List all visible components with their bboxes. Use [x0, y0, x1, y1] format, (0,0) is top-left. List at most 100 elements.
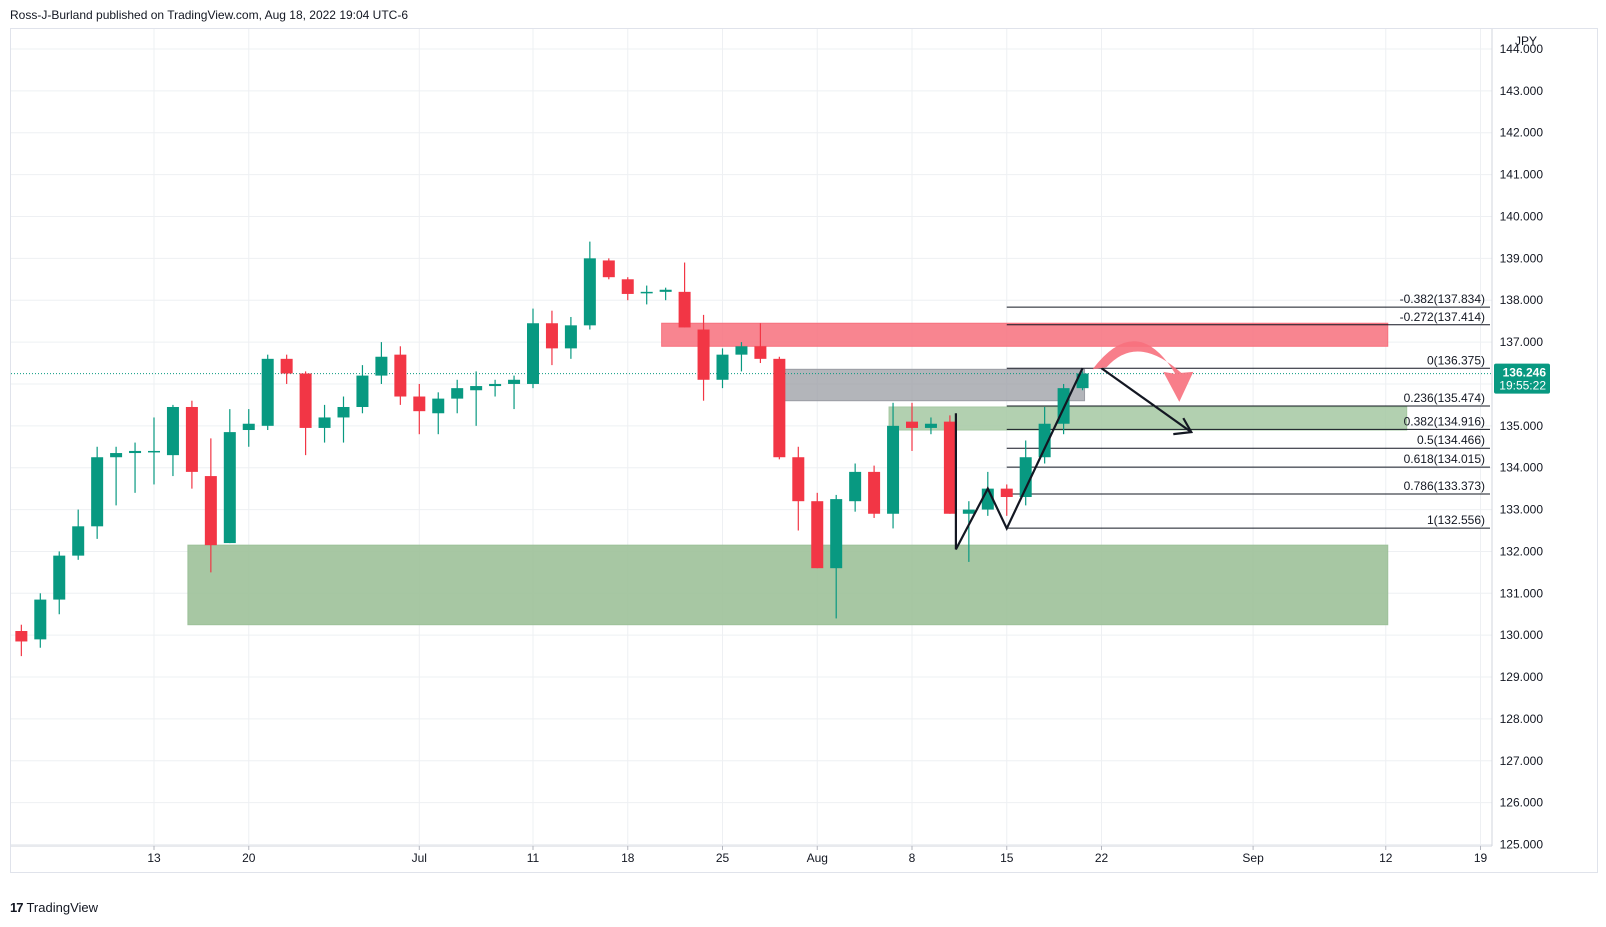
currency-label: JPY [1515, 34, 1537, 48]
candle [716, 348, 729, 389]
price-tick-label: 133.000 [1500, 503, 1544, 517]
projected-path-line [1100, 367, 1192, 434]
candle [72, 509, 85, 560]
candle [53, 551, 66, 615]
price-tick-label: 125.000 [1500, 838, 1544, 852]
price-tick-label: 143.000 [1500, 84, 1544, 98]
candle-body [223, 432, 236, 544]
price-tick-label: 137.000 [1500, 335, 1544, 349]
candle [470, 371, 483, 426]
price-tick-label: 141.000 [1500, 168, 1544, 182]
fib-level-label: 0.236(135.474) [1404, 391, 1485, 405]
candle [34, 593, 47, 648]
candle-body [356, 375, 369, 407]
price-tick-label: 140.000 [1500, 209, 1544, 223]
time-tick-label: Sep [1242, 851, 1264, 865]
candle-body [830, 499, 843, 569]
fib-level-label: 0.382(134.916) [1404, 414, 1485, 428]
fib-level-label: -0.272(137.414) [1400, 310, 1485, 324]
fib-level-label: -0.382(137.834) [1400, 292, 1485, 306]
candle-body [621, 279, 634, 294]
candle [792, 446, 805, 531]
candle-body [716, 354, 729, 380]
price-tick-label: 144.000 [1500, 42, 1544, 56]
time-tick-label: Aug [807, 851, 828, 865]
candle-body [280, 358, 293, 374]
candle [356, 365, 369, 414]
candles [15, 241, 1089, 657]
candle-body [129, 450, 142, 454]
candle-body [1000, 488, 1013, 498]
candle [1076, 371, 1089, 391]
candle [91, 446, 104, 539]
price-tick-label: 139.000 [1500, 251, 1544, 265]
price-tick-label: 134.000 [1500, 461, 1544, 475]
candle-body [34, 599, 47, 640]
fib-support-zone [888, 406, 1408, 431]
candle [830, 494, 843, 619]
candle [508, 375, 521, 410]
candle [962, 501, 975, 562]
candle-body [811, 501, 824, 569]
price-tick-label: 129.000 [1500, 670, 1544, 684]
candle-body [394, 354, 407, 397]
fib-level-label: 0.5(134.466) [1417, 433, 1485, 447]
price-tick-label: 142.000 [1500, 126, 1544, 140]
candle [166, 404, 179, 477]
candle [811, 492, 824, 569]
candle [413, 383, 426, 435]
time-tick-label: 8 [909, 851, 916, 865]
candle-body [697, 329, 710, 380]
candle [1019, 440, 1032, 506]
candle [887, 402, 900, 529]
time-tick-label: 11 [527, 851, 540, 865]
fib-level-label: 0(136.375) [1427, 353, 1485, 367]
candle-body [508, 379, 521, 384]
candle-body [906, 421, 918, 428]
candle [640, 285, 653, 305]
candle [148, 417, 160, 485]
candle [943, 415, 956, 514]
zones [187, 322, 1408, 626]
candle-body [470, 386, 483, 391]
candle-body [91, 457, 104, 527]
candle-body [887, 425, 900, 514]
candle [924, 417, 937, 435]
candle [906, 402, 918, 451]
time-tick-label: Jul [412, 851, 427, 865]
candle [129, 442, 142, 493]
resistance-zone [661, 322, 1389, 347]
price-tick-label: 126.000 [1500, 796, 1544, 810]
candle-body [962, 509, 975, 514]
price-tick-label: 138.000 [1500, 293, 1544, 307]
candle-body [527, 323, 539, 384]
candle-body [166, 406, 179, 456]
candle [773, 356, 786, 460]
candle [545, 310, 558, 366]
candle-body [754, 346, 767, 359]
tradingview-logo[interactable]: 17 TradingView [10, 900, 98, 915]
candle-body [735, 346, 748, 355]
candle-body [678, 291, 691, 328]
candle [375, 342, 388, 384]
candle [1000, 484, 1013, 516]
tradingview-logo-text: TradingView [26, 900, 99, 915]
candle-body [602, 260, 615, 278]
candle [678, 262, 691, 328]
price-tick-label: 127.000 [1500, 754, 1544, 768]
candle [432, 392, 445, 435]
time-tick-label: 15 [1000, 851, 1014, 865]
candle [280, 354, 293, 384]
candle-body [185, 406, 198, 472]
time-tick-label: 25 [716, 851, 730, 865]
candle-body [943, 421, 956, 514]
candle-body [583, 258, 596, 326]
price-tick-label: 131.000 [1500, 586, 1544, 600]
candle-body [489, 383, 502, 387]
candle-body [261, 358, 274, 426]
candle [1038, 406, 1051, 464]
time-tick-label: 22 [1095, 851, 1109, 865]
time-tick-label: 20 [242, 851, 256, 865]
candle-body [72, 526, 85, 556]
